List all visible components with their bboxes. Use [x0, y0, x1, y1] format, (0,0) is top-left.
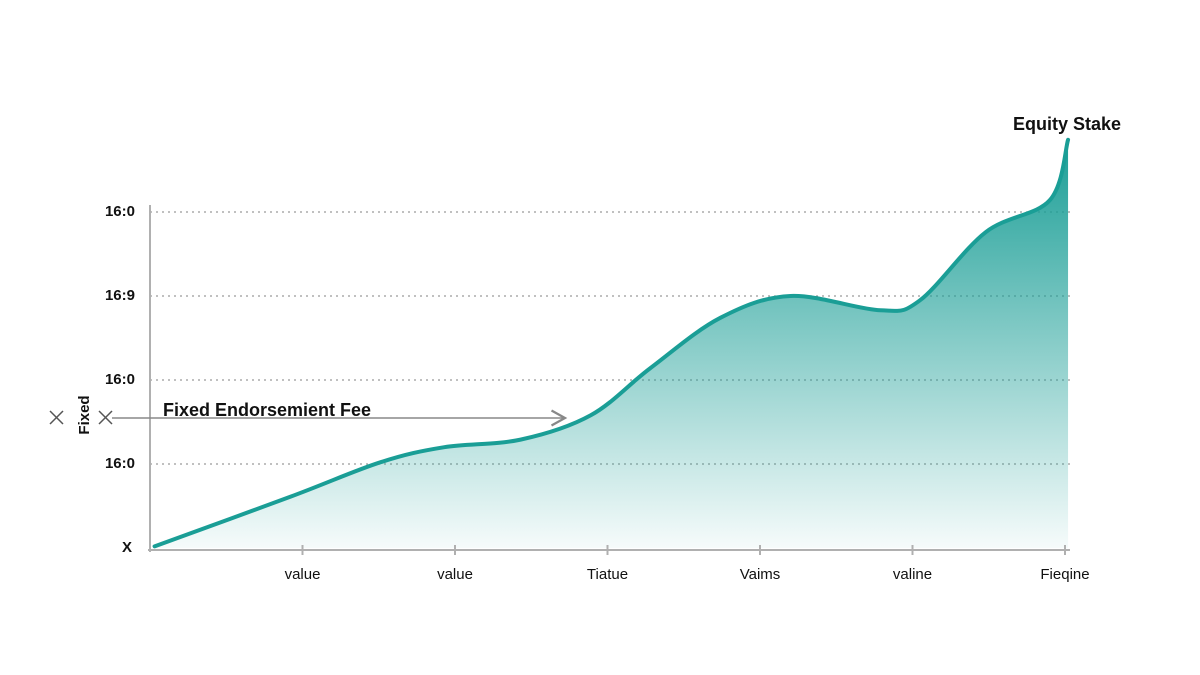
annotation: Fixed Endorsemient Fee — [163, 400, 371, 420]
area — [154, 139, 1069, 548]
x-icons — [49, 410, 113, 425]
area-layer — [152, 137, 1071, 549]
ticks: X 16:0 16:0 16:9 16:0 value value Tiatue Vaims va… — [105, 203, 1090, 583]
x-tick-label: Vaims — [740, 566, 781, 583]
x-tick-label: value — [437, 566, 473, 583]
y-tick-label: 16:9 — [105, 287, 135, 304]
y-tick-label: 16:0 — [105, 455, 135, 472]
line — [152, 137, 1071, 549]
x-tick-label: Tiatue — [587, 566, 628, 583]
y-tick-label: 16:0 — [105, 203, 135, 220]
x-tick-label: valine — [893, 566, 932, 583]
x-tick-label: value — [285, 566, 321, 583]
y-axis-label: Fixed — [76, 395, 93, 434]
y-tick-label: 16:0 — [105, 371, 135, 388]
annotation: Equity Stake — [1013, 114, 1121, 134]
x-tick-label: Fieqine — [1040, 566, 1089, 583]
y-tick-label: X — [122, 539, 132, 556]
